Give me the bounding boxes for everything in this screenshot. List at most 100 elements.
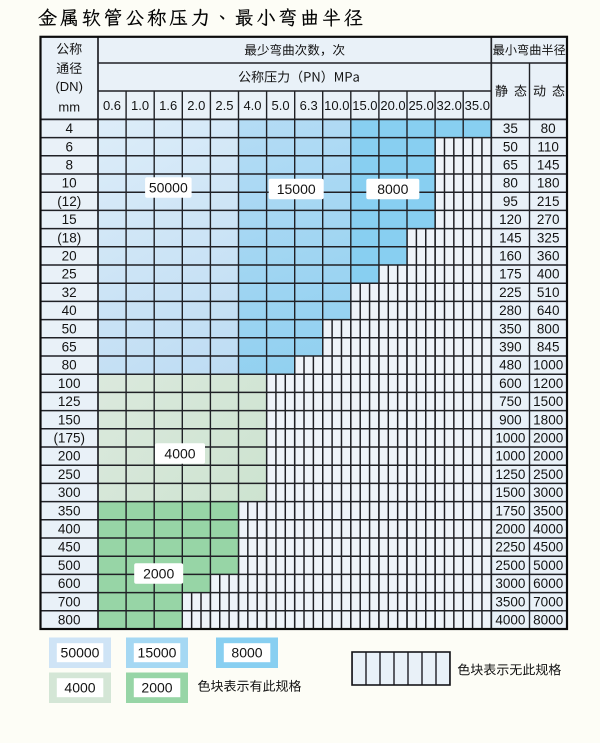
svg-text:110: 110 xyxy=(537,139,559,154)
svg-text:20.0: 20.0 xyxy=(380,98,405,113)
svg-text:0.6: 0.6 xyxy=(103,98,121,113)
svg-text:35: 35 xyxy=(503,121,518,136)
svg-text:8000: 8000 xyxy=(533,613,563,628)
svg-text:4500: 4500 xyxy=(533,540,563,555)
svg-text:3000: 3000 xyxy=(495,576,525,591)
svg-text:600: 600 xyxy=(499,376,522,391)
svg-text:150: 150 xyxy=(58,412,81,427)
svg-text:8: 8 xyxy=(65,158,73,173)
svg-text:1750: 1750 xyxy=(495,503,525,518)
svg-text:2500: 2500 xyxy=(533,467,563,482)
svg-text:390: 390 xyxy=(499,340,522,355)
svg-text:15000: 15000 xyxy=(277,181,316,197)
svg-text:145: 145 xyxy=(537,158,560,173)
svg-text:15.0: 15.0 xyxy=(352,98,377,113)
svg-text:400: 400 xyxy=(537,267,560,282)
svg-text:145: 145 xyxy=(499,230,522,245)
svg-text:5000: 5000 xyxy=(533,558,563,573)
svg-text:15000: 15000 xyxy=(138,645,177,661)
svg-text:280: 280 xyxy=(499,303,522,318)
svg-text:3500: 3500 xyxy=(533,503,563,518)
svg-text:50: 50 xyxy=(62,321,77,336)
svg-text:1500: 1500 xyxy=(495,485,525,500)
svg-text:(18): (18) xyxy=(57,230,81,245)
svg-text:1.0: 1.0 xyxy=(131,98,149,113)
svg-text:1800: 1800 xyxy=(533,412,563,427)
svg-text:1.6: 1.6 xyxy=(159,98,177,113)
svg-text:215: 215 xyxy=(537,194,560,209)
svg-text:800: 800 xyxy=(58,613,81,628)
svg-text:80: 80 xyxy=(541,121,556,136)
svg-text:4000: 4000 xyxy=(533,522,563,537)
svg-text:5.0: 5.0 xyxy=(272,98,290,113)
svg-text:4000: 4000 xyxy=(64,680,95,696)
svg-text:160: 160 xyxy=(499,249,522,264)
svg-text:8000: 8000 xyxy=(377,181,408,197)
svg-text:350: 350 xyxy=(499,321,522,336)
svg-text:3500: 3500 xyxy=(495,594,525,609)
svg-text:6: 6 xyxy=(65,139,73,154)
svg-text:50000: 50000 xyxy=(61,645,100,661)
svg-text:450: 450 xyxy=(58,540,81,555)
svg-text:2000: 2000 xyxy=(143,565,174,581)
svg-text:125: 125 xyxy=(58,394,81,409)
svg-text:2.0: 2.0 xyxy=(187,98,205,113)
svg-text:8000: 8000 xyxy=(231,645,262,661)
svg-text:95: 95 xyxy=(503,194,518,209)
svg-text:175: 175 xyxy=(499,267,522,282)
svg-text:270: 270 xyxy=(537,212,560,227)
svg-text:510: 510 xyxy=(537,285,560,300)
svg-text:20: 20 xyxy=(62,249,77,264)
svg-text:35.0: 35.0 xyxy=(465,98,490,113)
svg-text:2000: 2000 xyxy=(533,431,563,446)
svg-text:480: 480 xyxy=(499,358,522,373)
svg-text:600: 600 xyxy=(58,576,81,591)
svg-text:4000: 4000 xyxy=(495,613,525,628)
svg-text:500: 500 xyxy=(58,558,81,573)
svg-text:1200: 1200 xyxy=(533,376,563,391)
svg-text:25: 25 xyxy=(62,267,77,282)
svg-text:40: 40 xyxy=(62,303,77,318)
svg-text:845: 845 xyxy=(537,340,560,355)
svg-text:100: 100 xyxy=(58,376,81,391)
svg-text:80: 80 xyxy=(62,358,77,373)
svg-text:mm: mm xyxy=(58,99,80,114)
svg-text:6.3: 6.3 xyxy=(300,98,318,113)
svg-text:2000: 2000 xyxy=(533,449,563,464)
svg-text:700: 700 xyxy=(58,594,81,609)
svg-text:900: 900 xyxy=(499,412,522,427)
svg-text:10: 10 xyxy=(62,176,77,191)
svg-text:(12): (12) xyxy=(57,194,81,209)
svg-text:225: 225 xyxy=(499,285,522,300)
svg-text:300: 300 xyxy=(58,485,81,500)
svg-text:400: 400 xyxy=(58,522,81,537)
svg-text:250: 250 xyxy=(58,467,81,482)
svg-text:80: 80 xyxy=(503,176,518,191)
svg-text:50000: 50000 xyxy=(149,180,188,196)
svg-text:65: 65 xyxy=(503,158,518,173)
svg-text:2000: 2000 xyxy=(495,522,525,537)
svg-text:(175): (175) xyxy=(53,431,85,446)
svg-text:1500: 1500 xyxy=(533,394,563,409)
svg-text:350: 350 xyxy=(58,503,81,518)
svg-text:25.0: 25.0 xyxy=(408,98,433,113)
svg-text:(DN): (DN) xyxy=(55,79,82,94)
svg-text:1000: 1000 xyxy=(533,358,563,373)
svg-text:360: 360 xyxy=(537,249,560,264)
svg-text:32.0: 32.0 xyxy=(437,98,462,113)
svg-text:50: 50 xyxy=(503,139,518,154)
svg-text:15: 15 xyxy=(62,212,77,227)
svg-text:2500: 2500 xyxy=(495,558,525,573)
svg-text:6000: 6000 xyxy=(533,576,563,591)
svg-text:1000: 1000 xyxy=(495,431,525,446)
svg-text:32: 32 xyxy=(62,285,77,300)
svg-text:325: 325 xyxy=(537,230,560,245)
svg-text:4: 4 xyxy=(65,121,73,136)
svg-text:65: 65 xyxy=(62,340,77,355)
svg-text:4.0: 4.0 xyxy=(243,98,261,113)
svg-text:2000: 2000 xyxy=(141,680,172,696)
svg-text:1250: 1250 xyxy=(495,467,525,482)
svg-text:4000: 4000 xyxy=(164,445,195,461)
svg-text:120: 120 xyxy=(499,212,522,227)
svg-text:10.0: 10.0 xyxy=(324,98,349,113)
